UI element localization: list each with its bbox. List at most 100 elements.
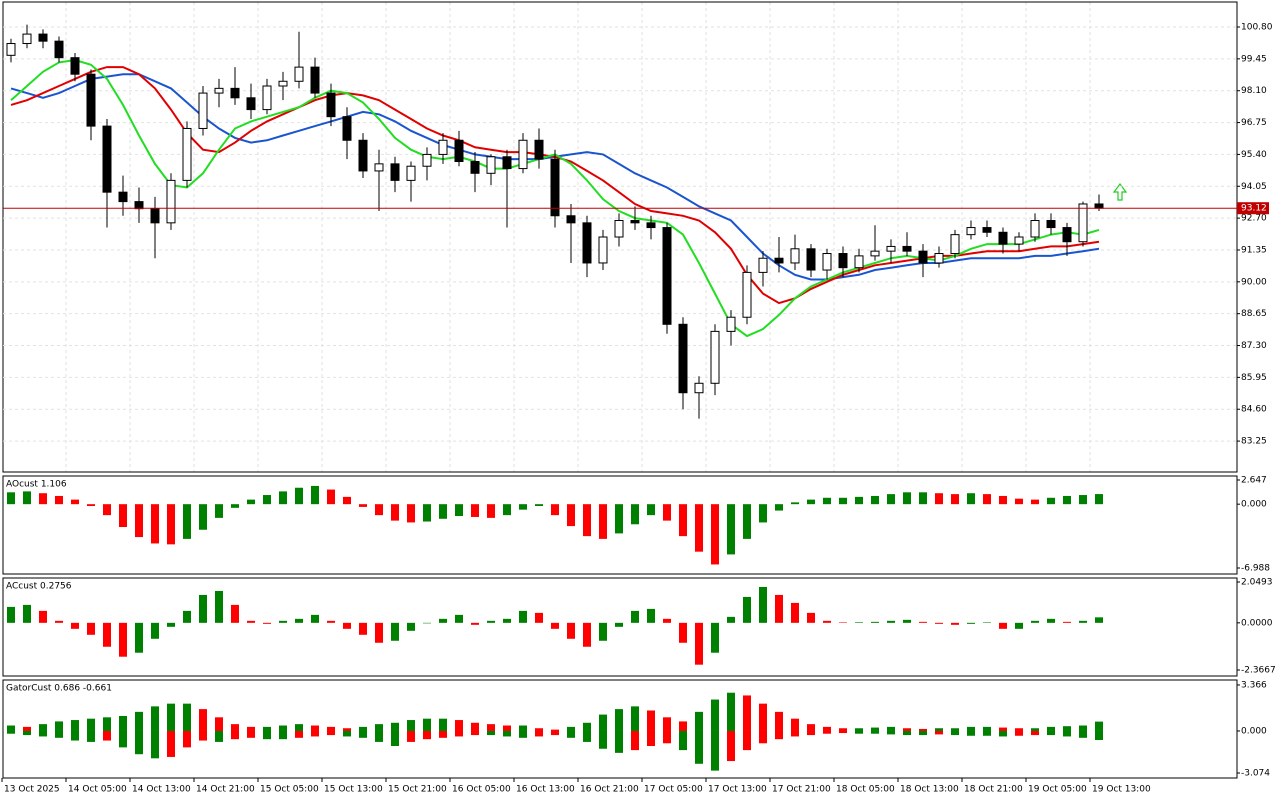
- indicator-title: GatorCust 0.686 -0.661: [6, 684, 112, 694]
- panel-frame: [2, 679, 1238, 779]
- histogram-bar: [663, 504, 671, 521]
- histogram-bar: [279, 491, 287, 505]
- x-tick-label: 14 Oct 05:00: [68, 785, 127, 795]
- candle-body: [262, 85, 272, 111]
- candle-body: [54, 40, 64, 59]
- candle-body: [310, 66, 320, 94]
- gator-lower-bar: [791, 730, 799, 737]
- gator-lower-bar: [183, 730, 191, 748]
- histogram-bar: [791, 602, 799, 623]
- gator-lower-bar: [167, 730, 175, 757]
- histogram-bar: [759, 504, 767, 523]
- histogram-bar: [7, 492, 15, 505]
- gator-lower-bar: [7, 730, 15, 734]
- gator-upper-bar: [199, 709, 207, 731]
- histogram-bar: [279, 620, 287, 623]
- histogram-bar: [199, 594, 207, 623]
- histogram-bar: [423, 504, 431, 522]
- gator-lower-bar: [455, 730, 463, 737]
- histogram-bar: [743, 596, 751, 623]
- candle-body: [1062, 227, 1072, 243]
- gator-upper-bar: [535, 728, 543, 731]
- histogram-bar: [519, 610, 527, 623]
- histogram-bar: [599, 504, 607, 539]
- gator-upper-bar: [471, 722, 479, 731]
- gator-upper-bar: [359, 726, 367, 731]
- gator-lower-bar: [663, 730, 671, 744]
- gator-lower-bar: [551, 730, 559, 736]
- panel-frame: [2, 577, 1238, 677]
- histogram-bar: [839, 622, 847, 623]
- gator-upper-bar: [631, 706, 639, 731]
- gator-lower-bar: [711, 730, 719, 771]
- gator-lower-bar: [599, 730, 607, 749]
- candle-body: [6, 43, 16, 56]
- x-tick-label: 17 Oct 21:00: [772, 785, 831, 795]
- histogram-bar: [999, 622, 1007, 629]
- candle-body: [646, 222, 656, 229]
- histogram-bar: [199, 504, 207, 530]
- y-tick-label: 100.80: [1241, 23, 1273, 33]
- gator-lower-bar: [823, 730, 831, 734]
- histogram-bar: [1015, 622, 1023, 629]
- y-tick-label: 99.45: [1241, 54, 1267, 64]
- gator-upper-bar: [823, 726, 831, 731]
- histogram-bar: [375, 622, 383, 643]
- histogram-bar: [503, 504, 511, 516]
- gator-upper-bar: [711, 699, 719, 731]
- gator-upper-bar: [679, 721, 687, 731]
- histogram-bar: [1063, 621, 1071, 623]
- buy-signal-arrow: [1112, 183, 1128, 201]
- histogram-bar: [87, 622, 95, 635]
- candle-body: [502, 156, 512, 170]
- gator-lower-bar: [423, 730, 431, 740]
- histogram-bar: [647, 608, 655, 623]
- histogram-bar: [647, 504, 655, 516]
- histogram-bar: [295, 618, 303, 623]
- gator-lower-bar: [103, 730, 111, 741]
- gator-lower-bar: [775, 730, 783, 740]
- gator-upper-bar: [807, 724, 815, 731]
- histogram-bar: [583, 504, 591, 537]
- y-tick-label: 94.05: [1241, 182, 1267, 192]
- gator-upper-bar: [935, 728, 943, 731]
- x-tick-label: 16 Oct 21:00: [580, 785, 639, 795]
- x-tick-label: 19 Oct 13:00: [1092, 785, 1151, 795]
- histogram-bar: [695, 622, 703, 665]
- gator-lower-bar: [935, 730, 943, 735]
- y-tick-label: 87.30: [1241, 341, 1267, 351]
- gator-lower-bar: [23, 730, 31, 736]
- candle-body: [342, 116, 352, 141]
- candle-body: [1094, 203, 1104, 209]
- gator-lower-bar: [1095, 730, 1103, 741]
- histogram-bar: [967, 622, 975, 624]
- gator-upper-bar: [295, 724, 303, 731]
- histogram-bar: [391, 504, 399, 521]
- gator-upper-bar: [87, 718, 95, 731]
- gator-upper-bar: [583, 722, 591, 731]
- y-tick-label: -6.988: [1241, 563, 1270, 573]
- y-tick-label: 96.75: [1241, 118, 1267, 128]
- candle-body: [86, 73, 96, 127]
- gator-lower-bar: [503, 730, 511, 737]
- candle-body: [374, 163, 384, 172]
- histogram-bar: [487, 620, 495, 623]
- histogram-bar: [711, 504, 719, 565]
- histogram-bar: [263, 622, 271, 624]
- gator-upper-bar: [375, 724, 383, 731]
- gator-lower-bar: [583, 730, 591, 742]
- gator-lower-bar: [215, 730, 223, 742]
- histogram-bar: [87, 504, 95, 507]
- candle-body: [630, 219, 640, 224]
- histogram-bar: [1031, 620, 1039, 623]
- candle-body: [966, 227, 976, 236]
- histogram-bar: [775, 594, 783, 623]
- histogram-bar: [135, 504, 143, 538]
- histogram-bar: [871, 495, 879, 505]
- gator-lower-bar: [39, 730, 47, 737]
- histogram-bar: [263, 495, 271, 505]
- x-tick-label: 14 Oct 21:00: [196, 785, 255, 795]
- gator-lower-bar: [727, 730, 735, 762]
- y-tick-label: 84.60: [1241, 405, 1267, 415]
- candle-body: [870, 250, 880, 257]
